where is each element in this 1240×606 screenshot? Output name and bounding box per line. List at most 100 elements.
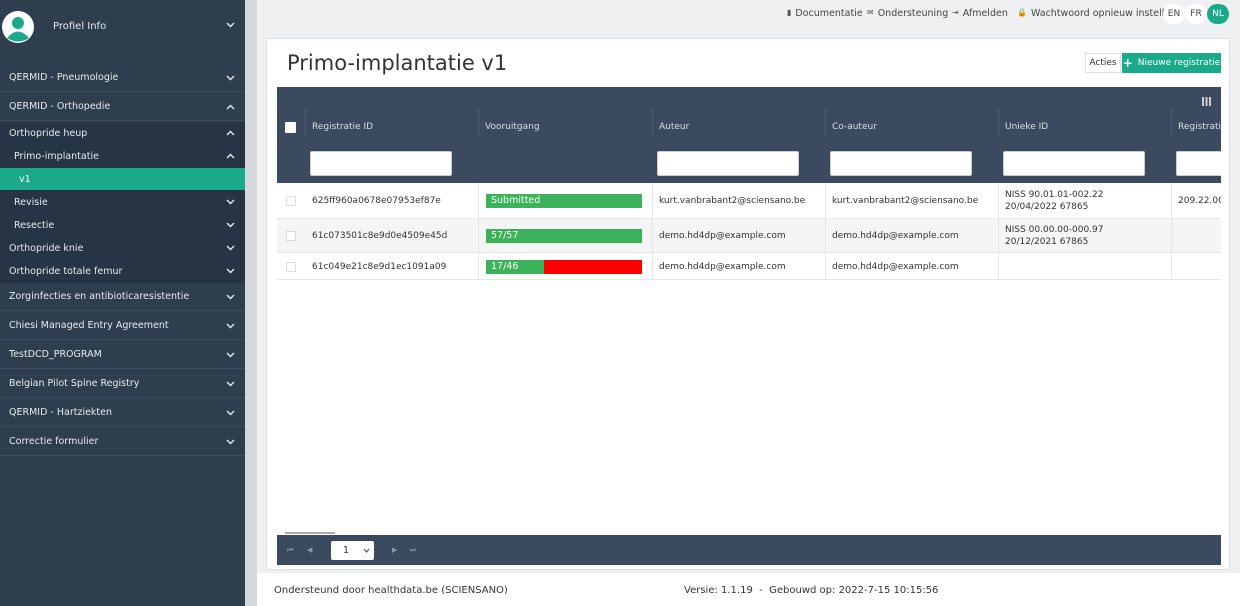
table-cell: NISS 90.01.01-002.22 20/04/2022 67865 — [1005, 190, 1104, 212]
sidebar-item[interactable]: QERMID - Hartziekten — [0, 399, 245, 427]
page-title: Primo-implantatie v1 — [287, 51, 508, 75]
sidebar-label: Orthopride totale femur — [9, 265, 123, 277]
sidebar-label: v1 — [19, 173, 31, 185]
progress-fill — [486, 229, 642, 243]
table-cell — [998, 253, 1171, 280]
table-cell: kurt.vanbrabant2@sciensano.be — [659, 196, 806, 206]
column-header[interactable]: Co-auteur — [832, 122, 877, 132]
sidebar-item[interactable]: Revisie — [0, 191, 245, 213]
chevron — [226, 130, 235, 136]
sidebar-label: QERMID - Pneumologie — [9, 72, 119, 83]
table-row[interactable]: 61c049e21c8e9d1ec1091a09 demo.hd4dp@examp… — [277, 253, 1221, 280]
topbar-link[interactable]: ✉ Ondersteuning — [867, 8, 948, 19]
column-header[interactable]: Unieke ID — [1005, 122, 1049, 132]
sidebar-item[interactable]: QERMID - Orthopedie — [0, 93, 245, 121]
topbar-link[interactable]: ⇥ Afmelden — [952, 8, 1008, 19]
footer: Ondersteund door healthdata.be (SCIENSAN… — [257, 573, 1240, 606]
column-header[interactable]: Auteur — [659, 122, 690, 132]
column-filter[interactable] — [1003, 151, 1145, 176]
column-divider — [478, 109, 479, 137]
plus-icon: + — [1122, 56, 1133, 70]
sidebar-item[interactable]: Zorginfecties en antibioticaresistentie — [0, 283, 245, 311]
progress-bar: Submitted — [486, 194, 642, 208]
column-header[interactable]: Vooruitgang — [485, 122, 540, 132]
table-cell: NISS 00.00.00-000.97 20/12/2021 67865 — [1005, 225, 1104, 247]
link-icon: ▮ — [787, 8, 792, 17]
sidebar-item[interactable]: Correctie formulier — [0, 428, 245, 456]
actions-button[interactable]: Acties — [1085, 53, 1121, 73]
progress-bar: 17/46 — [486, 259, 642, 274]
progress-label: 57/57 — [491, 230, 519, 241]
column-header[interactable]: Registratie ID — [312, 122, 374, 132]
columns-icon[interactable] — [1202, 97, 1211, 106]
sidebar-item[interactable]: TestDCD_PROGRAM — [0, 341, 245, 369]
footer-version: Versie: 1.1.19 - Gebouwd op: 2022-7-15 1… — [684, 585, 939, 596]
table-cell: 61c049e21c8e9d1ec1091a09 — [312, 261, 447, 272]
table-cell: 625ff960a0678e07953ef87e — [312, 196, 441, 206]
table-cell: 61c073501c8e9d0e4509e45d — [312, 231, 448, 241]
table-cell: 209.22.000 — [1178, 196, 1221, 206]
chevron — [363, 548, 370, 553]
column-header[interactable]: Registratie — [1178, 122, 1221, 132]
cell-divider — [825, 183, 826, 219]
table-cell: demo.hd4dp@example.com — [832, 261, 959, 272]
last-page[interactable]: ⏭ — [410, 546, 417, 554]
sidebar-item[interactable]: Orthopride knie — [0, 237, 245, 259]
new-button[interactable]: + Nieuwe registratie — [1122, 53, 1221, 73]
row-checkbox[interactable] — [286, 231, 296, 241]
sidebar-label: Correctie formulier — [9, 436, 99, 447]
next-page[interactable]: ▶ — [392, 546, 398, 554]
table-row[interactable]: 625ff960a0678e07953ef87e kurt.vanbrabant2… — [277, 183, 1221, 219]
cell-divider — [478, 183, 479, 219]
language-button[interactable]: FR — [1185, 4, 1207, 24]
table-cell — [1171, 253, 1221, 280]
sidebar-item[interactable]: Chiesi Managed Entry Agreement — [0, 312, 245, 340]
sidebar-item[interactable]: Resectie — [0, 214, 245, 236]
column-divider — [652, 109, 653, 137]
table-row[interactable]: 61c073501c8e9d0e4509e45d demo.hd4dp@examp… — [277, 219, 1221, 253]
chevron — [226, 75, 235, 80]
row-checkbox[interactable] — [286, 261, 296, 272]
cell-divider — [1171, 183, 1172, 219]
table-cell: demo.hd4dp@example.com — [832, 231, 959, 241]
topbar: ▮ Documentatie ✉ Ondersteuning ⇥ Afmelden 🔒 Wac… — [257, 0, 1240, 30]
link-icon: ⇥ — [952, 8, 959, 17]
chevron — [226, 22, 235, 28]
row-checkbox[interactable] — [286, 196, 296, 206]
column-divider — [305, 109, 306, 137]
page-select[interactable]: 1 — [331, 541, 374, 560]
table-cell: kurt.vanbrabant2@sciensano.be — [832, 196, 979, 206]
select-all-checkbox[interactable] — [285, 122, 296, 133]
sidebar-item[interactable]: QERMID - Pneumologie — [0, 64, 245, 92]
link-icon: 🔒 — [1017, 8, 1027, 17]
prev-page[interactable]: ◀ — [307, 546, 313, 554]
link-label: Ondersteuning — [877, 8, 949, 19]
link-label: Afmelden — [962, 8, 1008, 19]
sidebar-label: Resectie — [14, 219, 55, 231]
language-button[interactable]: NL — [1207, 4, 1229, 24]
first-page[interactable]: ⏮ — [287, 546, 294, 554]
sidebar-item[interactable]: Primo-implantatie — [0, 145, 245, 167]
sidebar-label: Primo-implantatie — [14, 150, 99, 162]
column-filter[interactable] — [657, 151, 799, 176]
column-filter[interactable] — [1176, 151, 1221, 176]
column-filter[interactable] — [830, 151, 972, 176]
chevron — [226, 153, 235, 159]
chevron — [226, 439, 235, 444]
sidebar-label: Revisie — [14, 196, 48, 208]
sidebar-item[interactable]: Orthopride heup — [0, 122, 245, 144]
sidebar-item[interactable]: v1 — [0, 168, 245, 190]
sidebar-item[interactable]: Orthopride totale femur — [0, 260, 245, 282]
progress-fill — [486, 259, 544, 274]
pagination: ⏮ ◀ 1 ▶ ⏭ — [277, 535, 1221, 565]
profile-label[interactable]: Profiel Info — [53, 21, 107, 32]
column-filter[interactable] — [310, 151, 452, 176]
new-label: Nieuwe registratie — [1137, 58, 1221, 68]
table-cell — [1171, 219, 1221, 253]
sidebar-item[interactable]: Belgian Pilot Spine Registry — [0, 370, 245, 398]
topbar-link[interactable]: 🔒 Wachtwoord opnieuw instellen — [1017, 8, 1176, 19]
sidebar-label: TestDCD_PROGRAM — [9, 349, 102, 360]
topbar-link[interactable]: ▮ Documentatie — [787, 8, 863, 19]
language-button[interactable]: EN — [1163, 4, 1185, 24]
